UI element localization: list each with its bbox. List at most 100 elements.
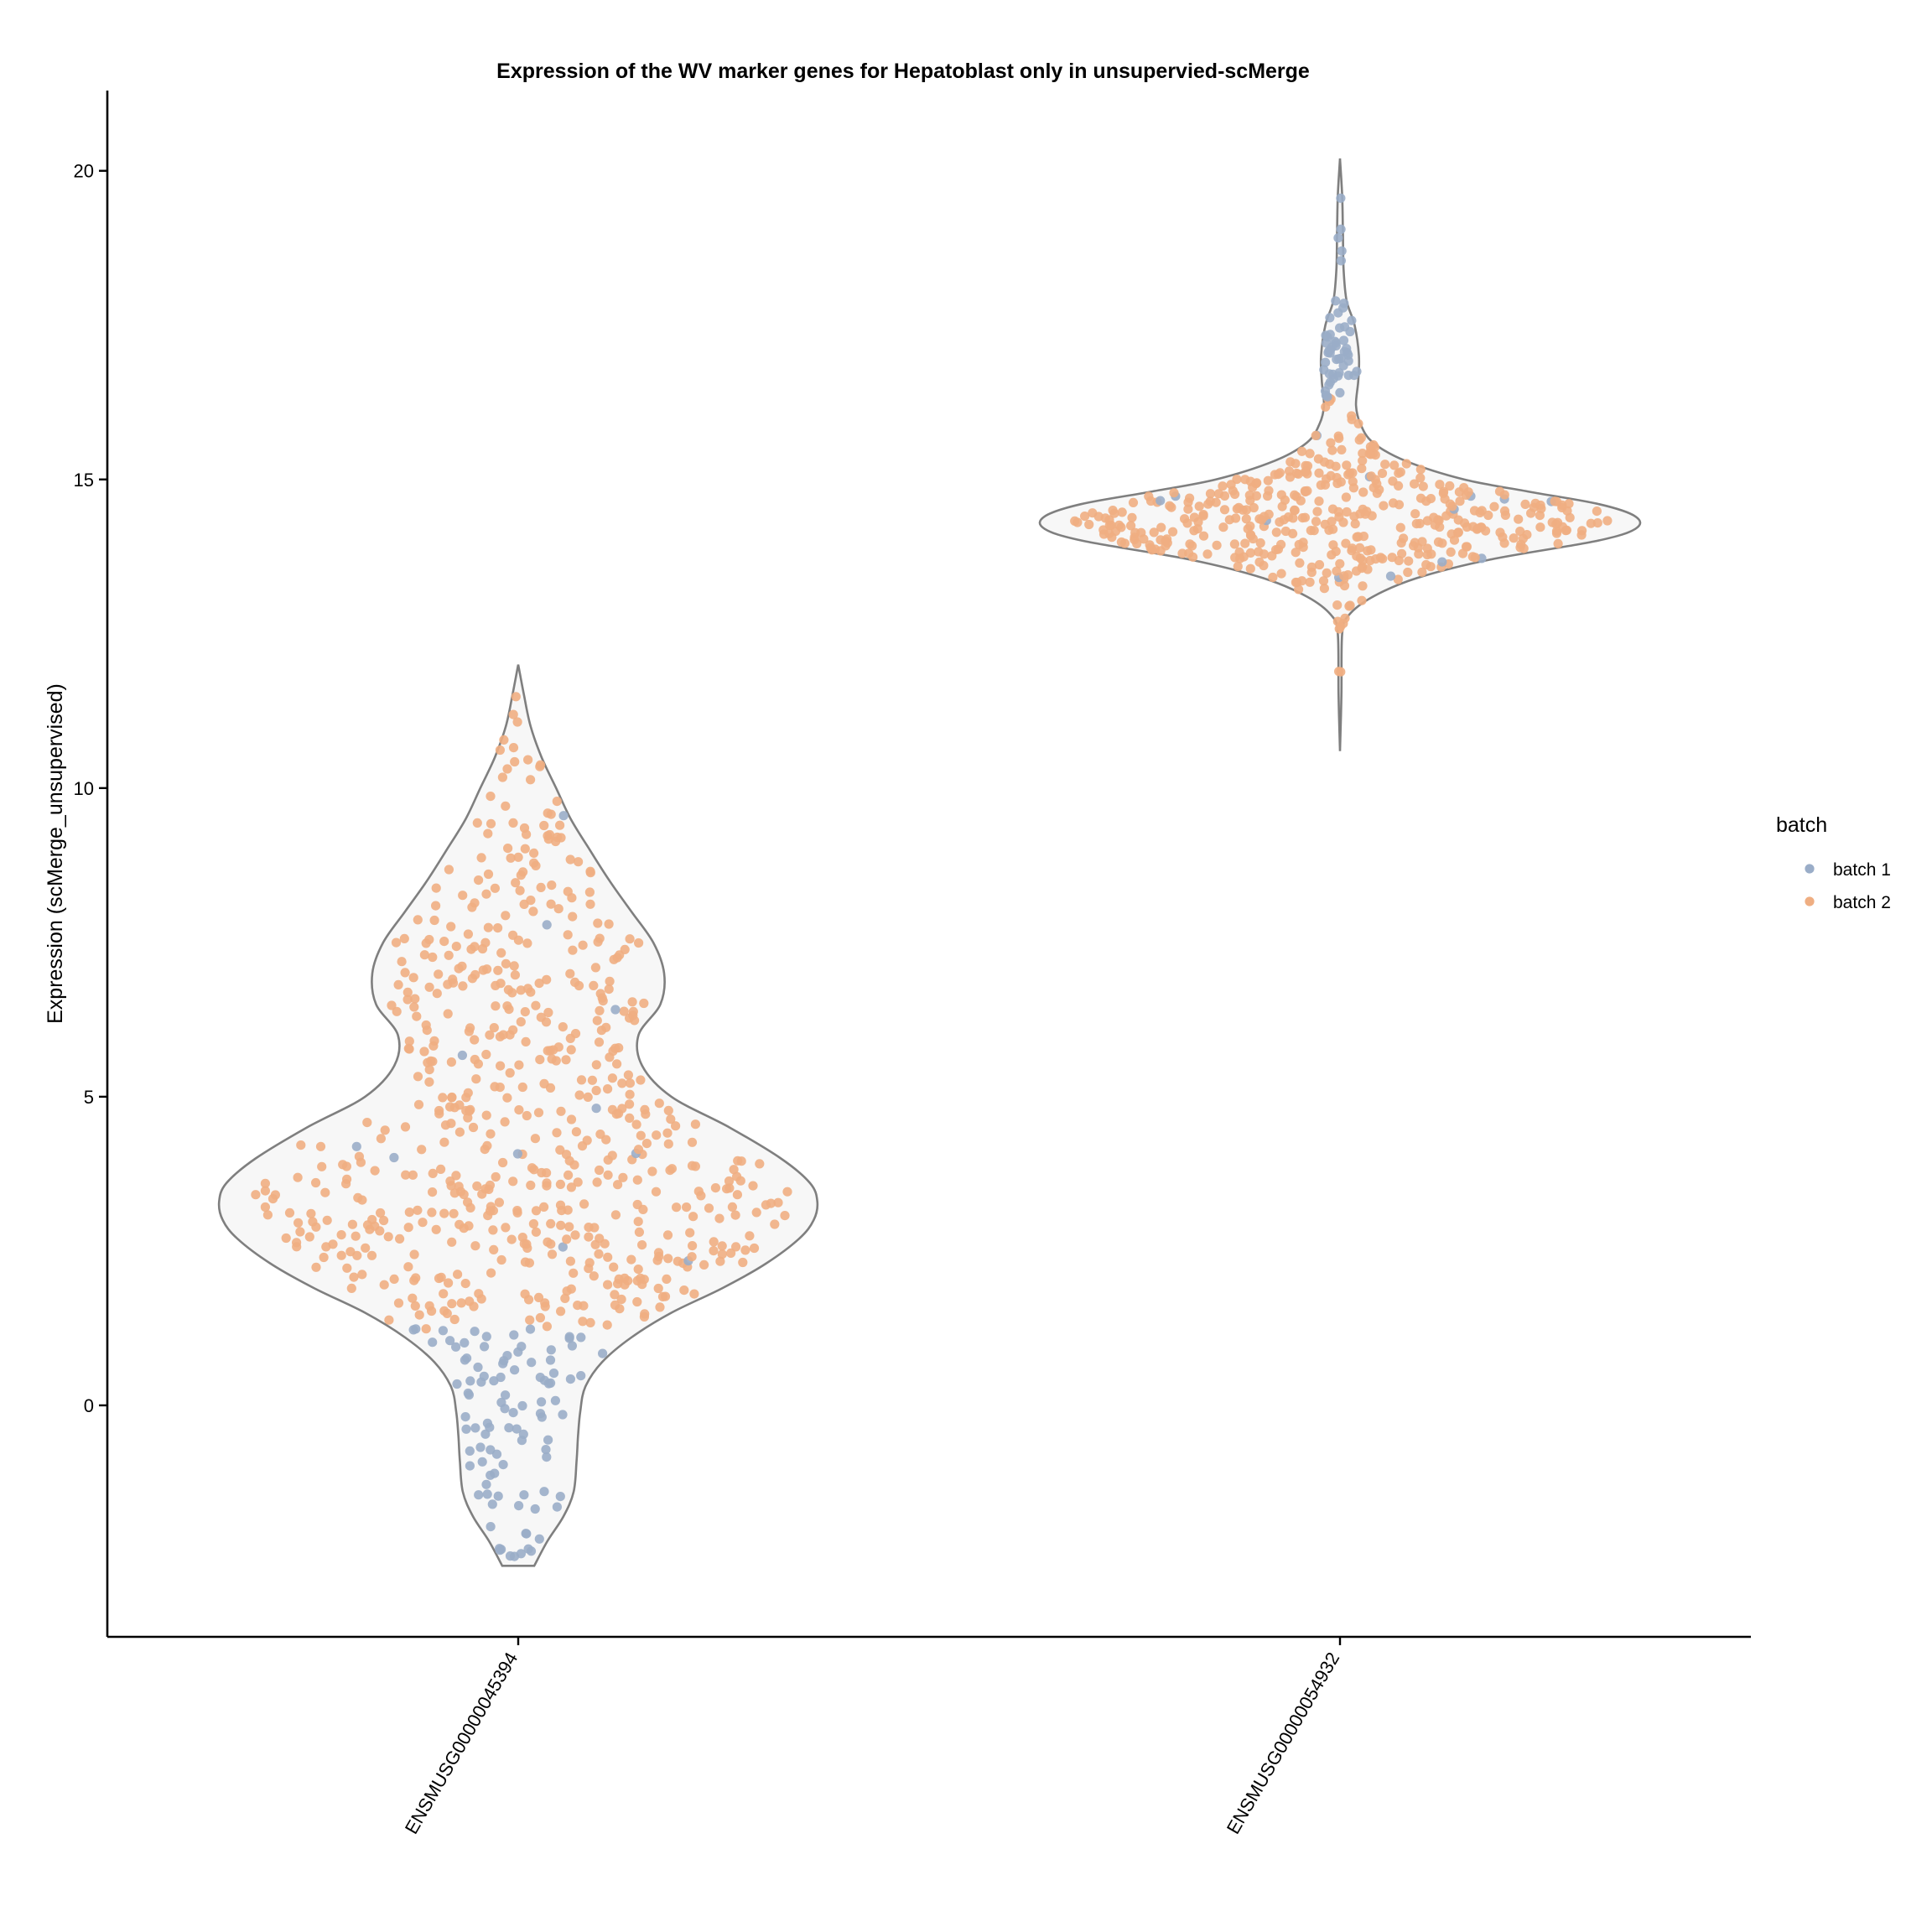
data-point — [483, 869, 494, 880]
data-point — [457, 961, 467, 971]
data-point — [555, 1200, 566, 1210]
data-point — [401, 1170, 411, 1180]
data-point — [517, 1400, 527, 1411]
data-point — [1336, 224, 1346, 234]
data-point — [773, 1197, 783, 1208]
data-point — [499, 735, 509, 745]
data-point — [393, 1298, 404, 1308]
data-point — [563, 886, 573, 896]
data-point — [1550, 496, 1560, 506]
data-point — [662, 1128, 673, 1138]
data-point — [1395, 522, 1405, 532]
data-point — [501, 1223, 511, 1233]
data-point — [560, 1293, 570, 1303]
data-point — [1301, 460, 1311, 470]
data-point — [458, 891, 468, 901]
data-point — [1232, 475, 1242, 485]
data-point — [409, 1002, 419, 1012]
data-point — [470, 1035, 480, 1045]
data-point — [1183, 504, 1193, 514]
data-point — [603, 1084, 613, 1094]
data-point — [251, 1190, 261, 1200]
data-point — [482, 1418, 493, 1428]
data-point — [1399, 533, 1409, 543]
data-point — [1592, 506, 1602, 517]
data-point — [477, 1457, 487, 1467]
data-point — [584, 1258, 595, 1268]
data-point — [498, 1030, 508, 1040]
data-point — [498, 1460, 508, 1470]
data-point — [419, 950, 429, 960]
data-point — [512, 717, 522, 727]
data-point — [537, 1167, 547, 1178]
data-point — [1586, 518, 1596, 528]
data-point — [1332, 616, 1343, 626]
data-point — [526, 775, 536, 785]
data-point — [653, 1283, 663, 1294]
data-point — [427, 1187, 438, 1197]
data-point — [1352, 366, 1362, 377]
data-point — [671, 1121, 681, 1131]
data-point — [1422, 543, 1432, 553]
data-point — [1264, 486, 1274, 496]
data-point — [521, 1529, 531, 1539]
data-point — [556, 1306, 566, 1317]
data-point — [439, 1137, 449, 1147]
data-point — [558, 1410, 568, 1420]
data-point — [400, 1122, 411, 1132]
data-point — [486, 1202, 496, 1212]
data-point — [512, 1424, 522, 1434]
data-point — [1417, 537, 1427, 547]
data-point — [412, 1011, 422, 1021]
data-point — [655, 1302, 665, 1312]
violin-ENSMUSG00000054932 — [1038, 158, 1642, 751]
data-point — [1263, 475, 1273, 486]
data-point — [508, 1025, 518, 1035]
data-point — [354, 1151, 364, 1161]
data-point — [589, 1271, 599, 1281]
data-point — [566, 1182, 577, 1192]
data-point — [1084, 519, 1094, 530]
data-point — [510, 756, 520, 767]
data-point — [443, 1009, 453, 1019]
data-point — [1290, 505, 1300, 516]
data-point — [607, 1104, 618, 1114]
data-point — [1366, 545, 1376, 555]
data-point — [486, 792, 496, 802]
data-point — [510, 970, 521, 980]
data-point — [574, 857, 584, 867]
data-point — [1298, 538, 1308, 548]
data-point — [514, 1060, 524, 1070]
data-point — [508, 709, 518, 719]
data-point — [424, 934, 434, 945]
data-point — [1314, 559, 1325, 570]
data-point — [494, 1197, 505, 1208]
data-point — [1469, 506, 1480, 516]
data-point — [516, 1017, 526, 1027]
data-point — [1410, 509, 1420, 519]
data-point — [445, 1176, 455, 1187]
data-point — [1319, 584, 1329, 594]
data-point — [628, 1006, 638, 1016]
data-point — [543, 1007, 553, 1018]
data-point — [1321, 357, 1331, 367]
data-point — [424, 982, 434, 992]
data-point — [465, 1296, 475, 1306]
data-point — [1218, 522, 1228, 532]
data-point — [1397, 548, 1407, 558]
data-point — [476, 853, 486, 863]
data-point — [444, 950, 454, 960]
data-point — [1145, 540, 1155, 550]
data-point — [536, 882, 546, 892]
data-point — [717, 1241, 727, 1251]
data-point — [1564, 499, 1574, 509]
data-point — [745, 1231, 755, 1241]
data-point — [633, 1265, 643, 1275]
data-point — [607, 1073, 618, 1083]
data-point — [1255, 538, 1265, 548]
data-point — [1336, 256, 1346, 266]
data-point — [636, 1075, 646, 1085]
data-point — [295, 1227, 305, 1237]
data-point — [579, 1199, 589, 1209]
data-point — [688, 1212, 699, 1222]
